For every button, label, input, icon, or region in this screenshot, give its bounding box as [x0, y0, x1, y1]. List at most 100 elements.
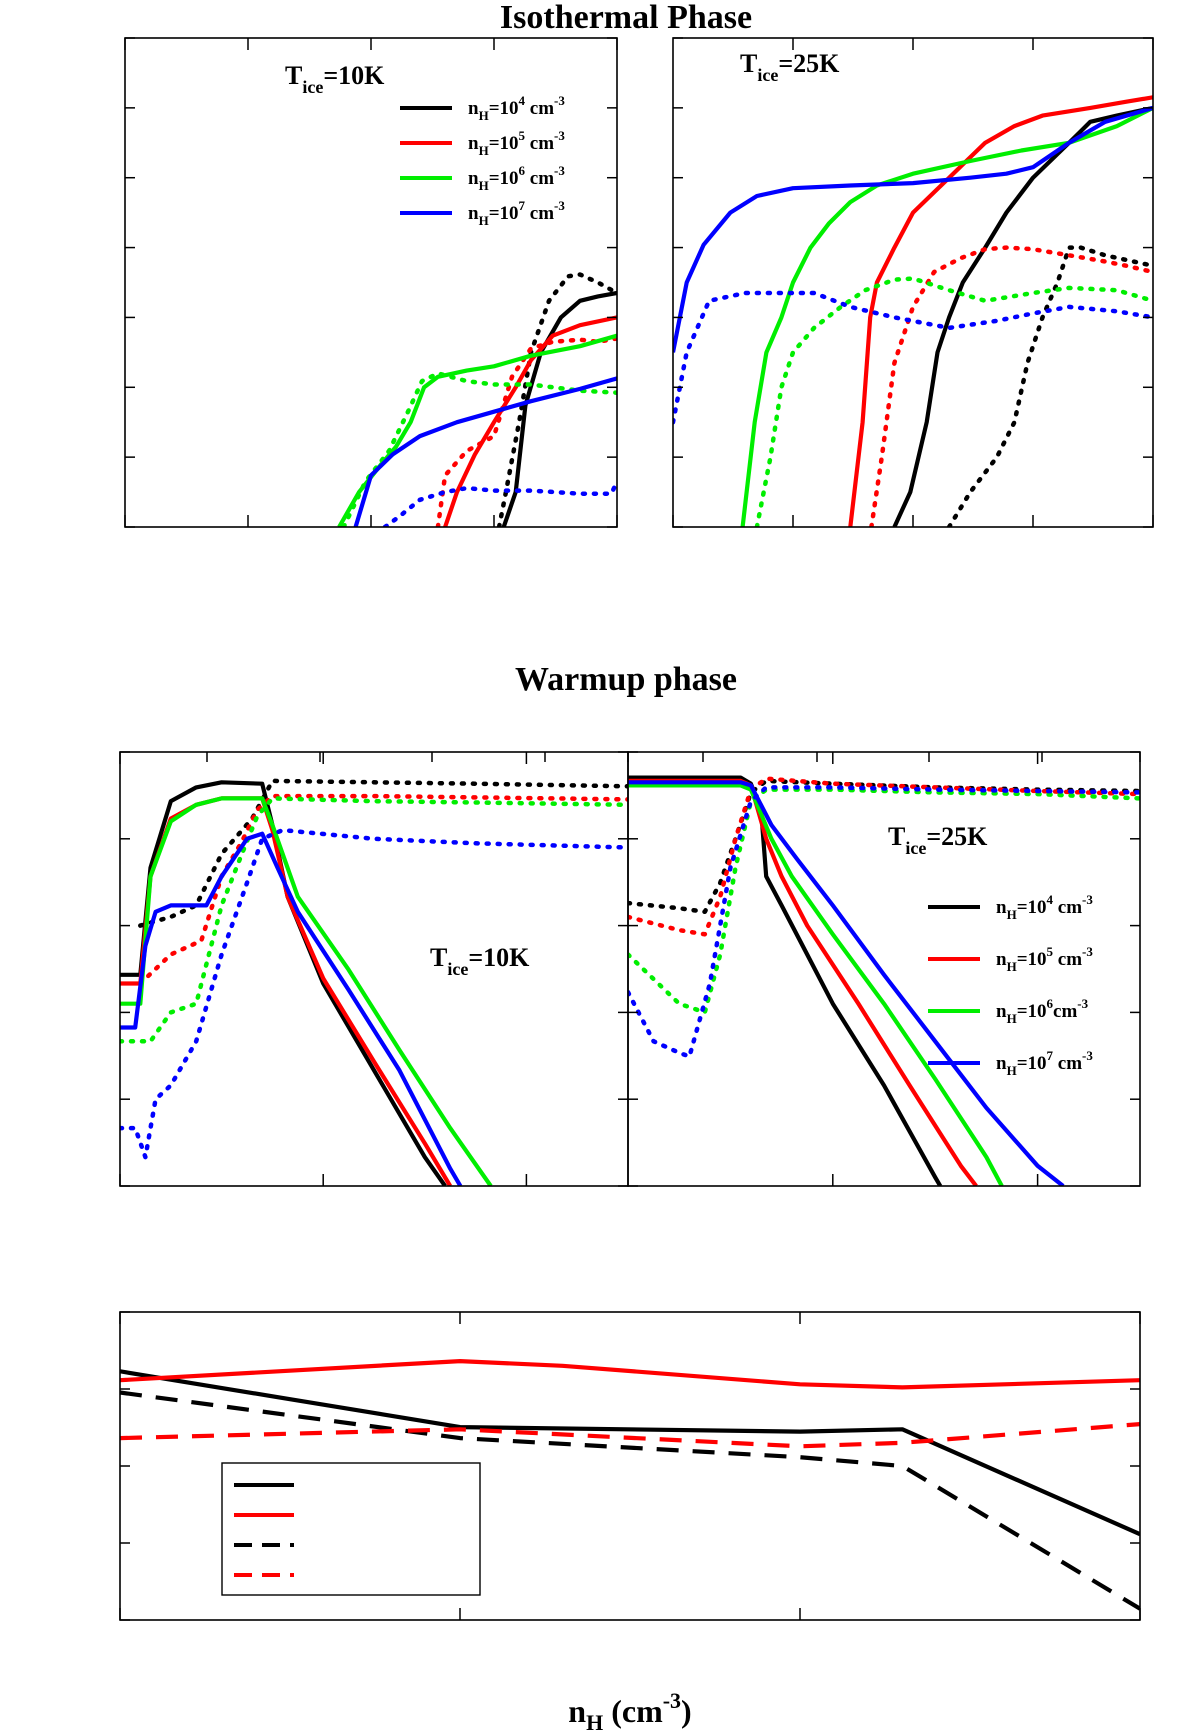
xlabel-sup: -3	[663, 1688, 681, 1713]
series-line-8	[673, 290, 1153, 425]
series-line-6	[120, 796, 628, 1044]
legend-mid: =10	[489, 133, 519, 154]
annotation-sub: ice	[302, 77, 323, 97]
legend-unit: cm	[1053, 1053, 1082, 1074]
legend-mid: =10	[1017, 897, 1047, 918]
legend	[221, 1462, 481, 1596]
legend-mid: =10	[1017, 949, 1047, 970]
series-line-7	[628, 780, 1065, 1186]
legend-unit-sup: -3	[1077, 996, 1088, 1011]
legend-label-1: nH=104 cm-3	[996, 892, 1093, 922]
legend-sup: 7	[519, 198, 526, 213]
annotation-base: T	[285, 61, 302, 90]
x-axis-label: nH (cm-3)	[568, 1688, 691, 1735]
legend-sup: 4	[519, 93, 526, 108]
plot-frame	[119, 751, 629, 1187]
series-line-3	[848, 95, 1153, 527]
annotation-sub: ice	[905, 838, 926, 858]
legend-mid: =10	[489, 98, 519, 119]
legend-sub: H	[1007, 907, 1017, 922]
series-line-7	[673, 105, 1153, 353]
legend-label-3: nH=106cm-3	[996, 996, 1089, 1026]
legend-box	[221, 1462, 481, 1596]
series-line-3	[443, 315, 617, 527]
annotation-base: T	[430, 943, 447, 972]
temperature-annotation: Tice=25K	[888, 822, 988, 858]
plot-frame	[627, 751, 1141, 1187]
legend-label-3: nH=106 cm-3	[468, 163, 565, 193]
legend-unit-sup: -3	[554, 128, 565, 143]
series-line-2	[120, 1359, 1140, 1390]
series-line-8	[120, 827, 628, 1160]
legend-mid: =10	[1017, 1001, 1047, 1022]
annotation-rest: =25K	[926, 822, 988, 851]
legend-unit: cm	[525, 98, 554, 119]
series-line-4	[435, 336, 617, 527]
legend-n: n	[996, 1053, 1007, 1074]
legend-n: n	[996, 949, 1007, 970]
legend-sub: H	[479, 178, 489, 193]
series-line-4	[120, 1422, 1140, 1449]
series-line-8	[382, 479, 617, 527]
legend-sub: H	[1007, 1011, 1017, 1026]
xlabel-rest: (cm	[603, 1693, 663, 1729]
panel-iso25: Tice=25K	[672, 37, 1154, 528]
legend-sup: 6	[1047, 996, 1054, 1011]
legend: nH=104 cm-3nH=105 cm-3nH=106 cm-3nH=107 …	[400, 93, 565, 228]
xlabel-sub: H	[586, 1710, 603, 1735]
series-line-6	[754, 276, 1153, 527]
annotation-rest: =10K	[323, 61, 385, 90]
series-line-7	[353, 376, 617, 527]
annotation-rest: =10K	[468, 943, 530, 972]
legend-unit: cm	[525, 133, 554, 154]
legend-n: n	[468, 133, 479, 154]
legend: nH=104 cm-3nH=105 cm-3nH=106cm-3nH=107 c…	[928, 892, 1093, 1078]
xlabel-close: )	[681, 1693, 692, 1729]
series-line-8	[628, 785, 1140, 1059]
legend-unit: cm	[1053, 949, 1082, 970]
legend-unit: cm	[1053, 1001, 1077, 1022]
legend-label-4: nH=107 cm-3	[468, 198, 565, 228]
legend-mid: =10	[489, 168, 519, 189]
legend-unit-sup: -3	[554, 93, 565, 108]
legend-unit-sup: -3	[554, 163, 565, 178]
series-line-6	[341, 371, 617, 527]
panel-bottom: nH (cm-3)	[119, 1311, 1141, 1735]
legend-sup: 4	[1047, 892, 1054, 907]
isothermal-title: Isothermal Phase	[500, 0, 752, 36]
series-line-1	[120, 1369, 1140, 1537]
series-line-5	[120, 796, 493, 1186]
series-line-2	[628, 778, 1140, 915]
legend-sub: H	[1007, 959, 1017, 974]
temperature-annotation: Tice=25K	[740, 49, 840, 85]
series-line-2	[946, 245, 1153, 527]
legend-n: n	[996, 1001, 1007, 1022]
xlabel-base: n	[568, 1693, 586, 1729]
legend-sup: 5	[519, 128, 526, 143]
legend-sub: H	[479, 108, 489, 123]
series-line-5	[740, 106, 1153, 527]
annotation-base: T	[888, 822, 905, 851]
legend-label-2: nH=105 cm-3	[996, 944, 1093, 974]
legend-unit-sup: -3	[554, 198, 565, 213]
temperature-annotation: Tice=10K	[285, 61, 385, 97]
legend-sub: H	[479, 213, 489, 228]
legend-n: n	[468, 168, 479, 189]
annotation-rest: =25K	[778, 49, 840, 78]
legend-unit: cm	[525, 168, 554, 189]
legend-n: n	[996, 897, 1007, 918]
series-line-2	[496, 272, 617, 527]
legend-label-1: nH=104 cm-3	[468, 93, 565, 123]
series-line-6	[628, 787, 1140, 1015]
series-line-7	[120, 831, 463, 1186]
legend-unit: cm	[1053, 897, 1082, 918]
legend-sup: 5	[1047, 944, 1054, 959]
legend-n: n	[468, 98, 479, 119]
legend-label-2: nH=105 cm-3	[468, 128, 565, 158]
series-line-5	[628, 783, 1004, 1186]
legend-sub: H	[1007, 1063, 1017, 1078]
